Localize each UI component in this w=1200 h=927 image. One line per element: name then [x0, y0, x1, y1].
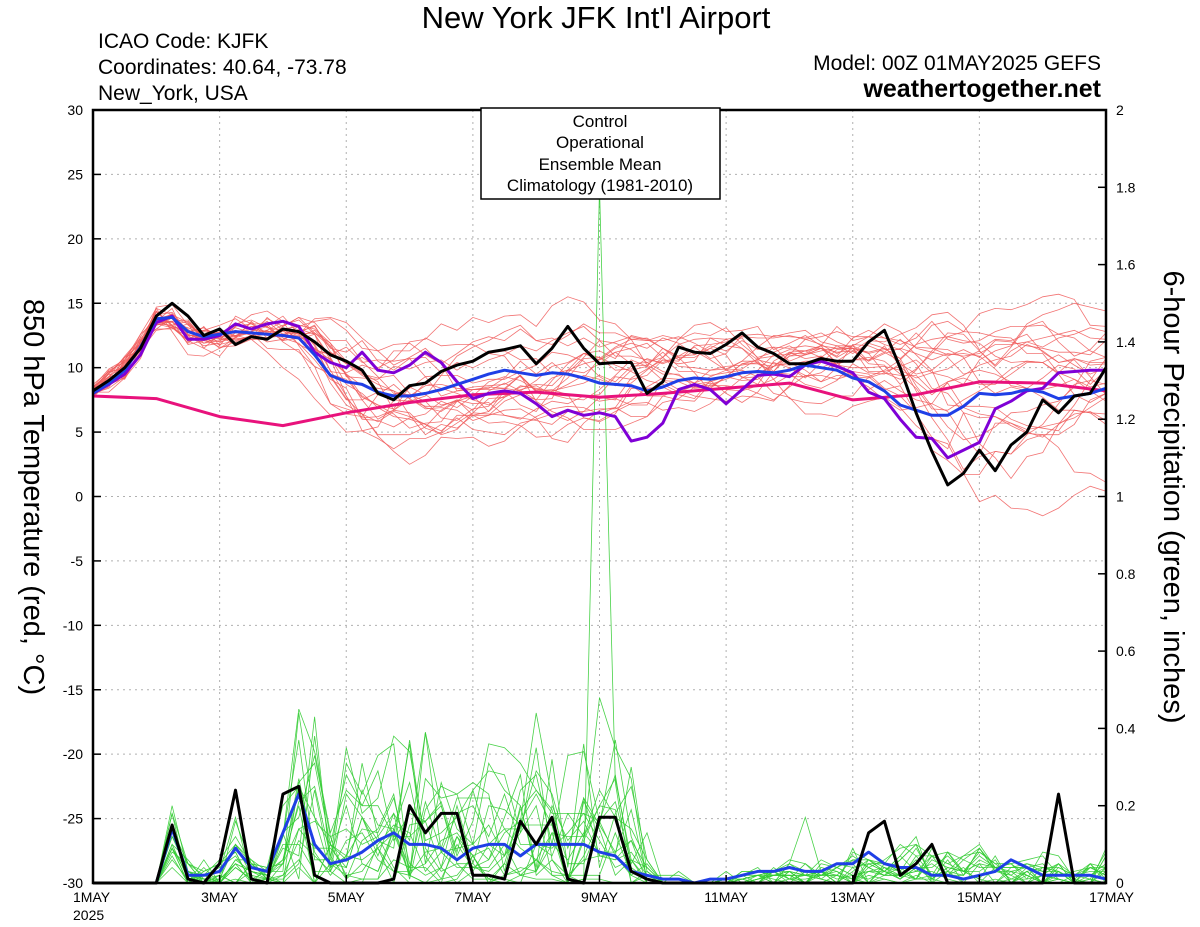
operational-temp-line	[92, 314, 1106, 460]
legend: Control Operational Ensemble Mean Climat…	[480, 107, 721, 200]
x-tick-label: 15MAY	[957, 889, 1003, 905]
y2-tick-label: 1.4	[1116, 334, 1136, 350]
x-tick-label: 3MAY	[201, 889, 239, 905]
y-tick-label: -15	[63, 682, 83, 698]
y2-tick-label: 1.6	[1116, 257, 1136, 273]
control-precip-line	[93, 784, 1106, 885]
main-series	[92, 301, 1108, 885]
y2-axis-label: 6-hour Precipitation (green, inches)	[1157, 271, 1189, 724]
coordinates: Coordinates: 40.64, -73.78	[98, 56, 347, 79]
y2-tick-label: 1.8	[1116, 179, 1136, 195]
y-tick-label: 25	[67, 166, 83, 182]
legend-ensemble-mean: Ensemble Mean	[539, 155, 662, 174]
x-tick-label: 9MAY	[581, 889, 619, 905]
x-tick-year: 2025	[73, 907, 104, 923]
y-tick-label: 10	[67, 360, 83, 376]
ensemble-mean-precip-line	[93, 792, 1107, 885]
y2-tick-label: 2	[1116, 102, 1124, 118]
temperature-member-line	[92, 316, 1107, 423]
temperature-member-line	[92, 316, 1107, 450]
ensemble-mean-temp-line	[92, 315, 1107, 417]
y2-tick-label: 0.8	[1116, 566, 1136, 582]
x-tick-label: 13MAY	[830, 889, 876, 905]
temperature-member-line	[93, 310, 1107, 455]
temperature-member-line	[92, 307, 1107, 450]
y-tick-label: 20	[67, 231, 83, 247]
y-tick-label: -30	[63, 875, 83, 891]
temperature-member-line	[92, 323, 1107, 436]
axes-ticks: 302520151050-5-10-15-20-25-3021.81.61.41…	[63, 102, 1136, 923]
icao-code: ICAO Code: KJFK	[98, 30, 268, 53]
site-link[interactable]: weathertogether.net	[862, 75, 1101, 103]
x-tick-label: 17MAY	[1089, 889, 1135, 905]
y2-tick-label: 0.4	[1116, 720, 1136, 736]
temperature-member-line	[92, 323, 1107, 436]
legend-climatology: Climatology (1981-2010)	[507, 176, 693, 195]
y2-tick-label: 0.6	[1116, 643, 1136, 659]
temperature-member-line	[92, 310, 1107, 517]
y2-tick-label: 1.2	[1116, 411, 1136, 427]
legend-box	[480, 107, 721, 200]
y-tick-label: 15	[67, 295, 83, 311]
y-tick-label: 0	[75, 489, 83, 505]
x-tick-label: 1MAY	[73, 889, 111, 905]
y-axis-label: 850 hPa Temperature (red, °C)	[17, 299, 49, 695]
y-tick-label: -20	[63, 746, 83, 762]
grid-lines	[93, 110, 1106, 883]
y-tick-label: 5	[75, 424, 83, 440]
y2-tick-label: 1	[1116, 489, 1124, 505]
y2-tick-label: 0.2	[1116, 798, 1136, 814]
location-name: New_York, USA	[98, 82, 248, 105]
chart-title: New York JFK Int'l Airport	[422, 0, 771, 35]
x-tick-label: 5MAY	[328, 889, 366, 905]
y2-tick-label: 0	[1116, 875, 1124, 891]
y-tick-label: -5	[71, 553, 84, 569]
climatology-1981-2010-temp-line	[92, 380, 1107, 428]
y-tick-label: -10	[63, 617, 83, 633]
y-tick-label: -25	[63, 811, 83, 827]
legend-operational: Operational	[556, 133, 644, 152]
control-temp-line	[92, 301, 1108, 487]
model-run: Model: 00Z 01MAY2025 GEFS	[813, 52, 1101, 75]
legend-control: Control	[573, 112, 628, 131]
x-tick-label: 7MAY	[454, 889, 492, 905]
y-tick-label: 30	[67, 102, 83, 118]
x-tick-label: 11MAY	[704, 889, 748, 905]
